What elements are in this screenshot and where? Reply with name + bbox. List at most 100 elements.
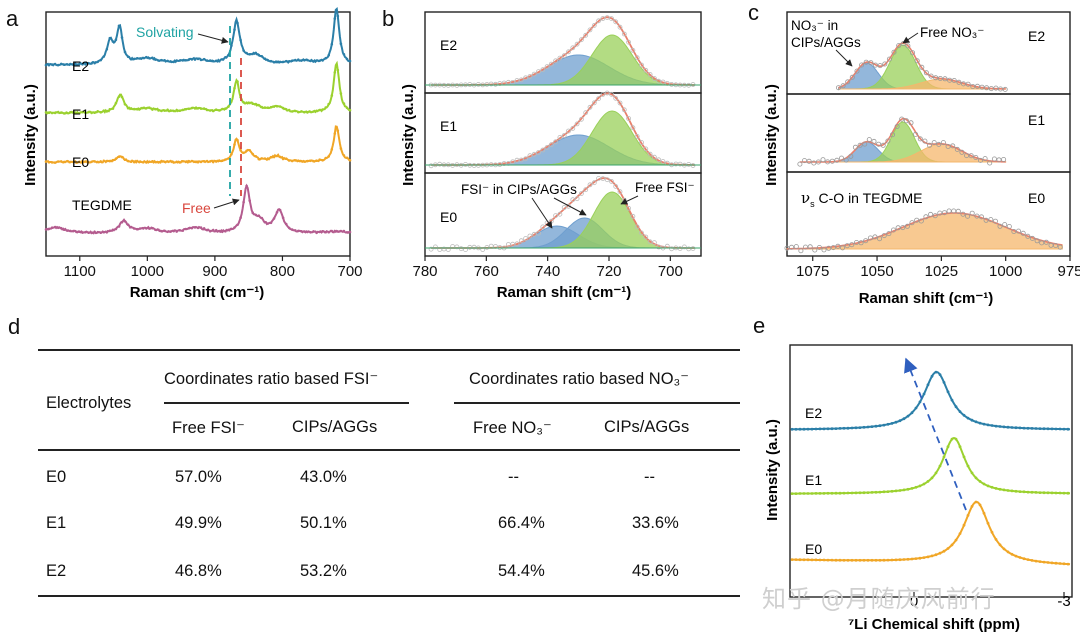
nmr-point-e2 (970, 418, 974, 422)
b-e0-data-point (617, 189, 623, 195)
nmr-point-e1 (818, 492, 822, 495)
curve-label-e1: E1 (72, 106, 89, 122)
c-e2-data-point (979, 84, 985, 90)
nmr-point-e2 (958, 410, 962, 413)
raman-point-tegdme (81, 231, 84, 234)
raman-point-tegdme (56, 226, 60, 230)
raman-point-e1 (114, 101, 118, 105)
nmr-point-e2 (938, 373, 942, 376)
b-e0-data-point (553, 213, 558, 219)
nmr-point-e1 (1014, 489, 1018, 493)
c-e1-data-point (917, 136, 923, 142)
raman-point-e1 (221, 107, 224, 111)
raman-point-e1 (62, 112, 66, 115)
raman-point-e2 (44, 63, 48, 67)
panel-e-curves (790, 370, 1071, 597)
raman-point-tegdme (306, 230, 309, 234)
b-e1-data-point (647, 151, 653, 157)
table-top-rule (38, 349, 740, 351)
nmr-point-e2 (954, 405, 958, 409)
nmr-point-e0 (1014, 554, 1018, 558)
raman-point-e1 (202, 107, 206, 110)
nmr-point-e0 (986, 521, 990, 525)
nmr-point-e0 (946, 547, 950, 550)
nmr-point-e0 (862, 558, 866, 562)
raman-point-e2 (126, 55, 130, 58)
raman-point-e2 (172, 60, 175, 64)
table-bottom-rule (38, 595, 740, 597)
nmr-point-e1 (838, 491, 842, 495)
c-e0-data-point (951, 208, 957, 214)
raman-point-e2 (330, 43, 334, 46)
nmr-point-e0 (814, 558, 818, 562)
raman-point-e2 (287, 60, 291, 63)
raman-point-e0 (120, 155, 124, 159)
raman-point-tegdme (321, 230, 324, 233)
nmr-point-e0 (962, 523, 966, 527)
c-e0-data-point (1029, 235, 1035, 241)
raman-point-e0 (96, 160, 99, 164)
raman-point-e1 (117, 95, 121, 98)
nmr-point-e2 (950, 398, 954, 402)
raman-point-e0 (315, 159, 318, 162)
raman-point-e1 (187, 107, 191, 111)
b-e2-data-point (643, 67, 649, 73)
table-row-e0-cip-no3: -- (644, 468, 655, 486)
b-e0-data-point (682, 244, 687, 250)
nmr-point-e1 (998, 487, 1002, 491)
b-e0-data-point (591, 180, 597, 186)
raman-point-tegdme (62, 228, 66, 231)
raman-point-e1 (245, 101, 248, 104)
panel-b-letter: b (382, 6, 394, 31)
raman-point-e1 (53, 111, 57, 115)
panel-b-fits (425, 15, 701, 253)
b-e0-data-point (531, 231, 537, 237)
c-e1-data-point (806, 158, 812, 164)
raman-point-tegdme (160, 229, 163, 233)
nmr-point-e2 (1062, 427, 1066, 431)
b-e1-data-point (686, 161, 692, 167)
nmr-point-e2 (886, 422, 890, 426)
c-e0-data-point (1006, 223, 1012, 229)
raman-point-e2 (81, 63, 84, 66)
raman-point-e2 (208, 59, 212, 62)
b-e0-data-point (561, 205, 567, 210)
raman-point-e1 (318, 108, 321, 112)
nmr-point-e0 (918, 556, 922, 560)
c-e2-data-point (951, 78, 957, 84)
raman-point-e0 (72, 160, 75, 164)
raman-point-tegdme (312, 230, 315, 233)
c-e2-data-point (961, 81, 967, 87)
b-e1-data-point (634, 133, 640, 139)
b-e0-data-point (609, 178, 614, 184)
panel-a-frame (45, 11, 351, 257)
raman-point-tegdme (230, 227, 233, 231)
table-subheader-free-no3: Free NO₃⁻ (473, 419, 552, 437)
raman-point-e2 (236, 21, 239, 25)
raman-point-tegdme (257, 214, 261, 217)
nmr-point-e0 (970, 505, 974, 508)
raman-point-e2 (275, 60, 279, 64)
b-e0-data-point (587, 182, 593, 188)
raman-point-tegdme (163, 229, 166, 233)
raman-point-e0 (102, 159, 106, 163)
nmr-point-e0 (810, 558, 814, 562)
nmr-point-e1 (894, 489, 898, 493)
solvating-label: Solvating (136, 24, 194, 40)
raman-point-e0 (263, 157, 267, 160)
nmr-point-e0 (806, 558, 810, 562)
raman-point-tegdme (47, 227, 51, 231)
nmr-point-e0 (894, 558, 898, 562)
table-row-e1-free-fsi: 49.9% (175, 514, 222, 532)
c-e2-data-point (974, 83, 980, 89)
b-e2-data-point (531, 71, 537, 77)
b-e0-data-point (523, 236, 528, 241)
c-e1-data-point (839, 155, 845, 161)
raman-point-e0 (175, 160, 178, 164)
raman-point-e2 (214, 59, 218, 63)
raman-point-e1 (132, 107, 136, 111)
table-row-e2-free-fsi: 46.8% (175, 562, 222, 580)
raman-point-tegdme (315, 231, 318, 235)
nmr-point-e2 (818, 427, 822, 431)
nmr-point-e1 (866, 491, 870, 494)
